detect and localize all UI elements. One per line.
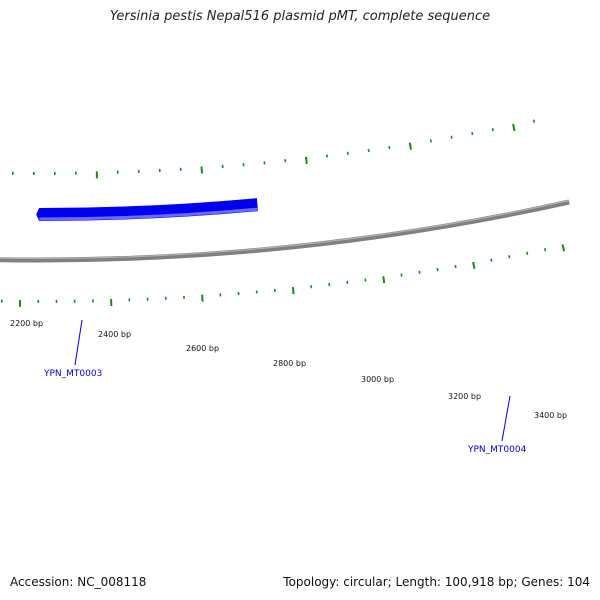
outer-ticks-tick	[508, 255, 511, 259]
scale-label: 2600 bp	[186, 344, 219, 353]
outer-ticks-tick	[526, 251, 529, 255]
outer-ticks-tick	[201, 294, 204, 302]
inner-ticks-tick	[450, 135, 453, 139]
gene-arrow-1[interactable]	[36, 198, 259, 221]
gene-arrows	[36, 198, 259, 221]
scale-label: 3200 bp	[448, 392, 481, 401]
gene-labels: YPN_MT0003 YPN_MT0004	[43, 319, 527, 455]
inner-ticks-tick	[367, 148, 370, 153]
inner-ticks-tick	[200, 166, 203, 174]
scale-label: 2200 bp	[10, 319, 43, 328]
outer-ticks-tick	[472, 261, 476, 269]
topology-summary: Topology: circular; Length: 100,918 bp; …	[283, 575, 590, 589]
outer-ticks-tick	[490, 258, 493, 262]
scale-label: 2400 bp	[98, 330, 131, 339]
outer-ticks-tick	[544, 248, 547, 252]
map-title: Yersinia pestis Nepal516 plasmid pMT, co…	[109, 9, 491, 24]
outer-ticks-tick	[561, 244, 566, 252]
gene-label-leader	[501, 395, 511, 442]
sequence-backbone	[0, 199, 570, 263]
gene-label-leader	[74, 319, 83, 366]
outer-ticks-tick	[418, 270, 421, 274]
scale-label: 2800 bp	[273, 359, 306, 368]
outer-ticks-tick	[291, 287, 295, 295]
inner-feature-ticks	[12, 119, 536, 179]
gene-label-ypn_mt0004[interactable]: YPN_MT0004	[467, 445, 527, 455]
inner-ticks-tick	[471, 131, 474, 136]
outer-ticks-tick	[436, 267, 439, 272]
outer-feature-ticks	[0, 244, 566, 307]
outer-ticks-tick	[454, 264, 457, 269]
inner-ticks-tick	[429, 139, 432, 143]
gene-arrow-highlight-1	[39, 207, 259, 221]
gene-label-ypn_mt0003[interactable]: YPN_MT0003	[43, 369, 102, 379]
inner-ticks-tick	[305, 156, 308, 165]
scale-label: 3400 bp	[534, 411, 567, 420]
inner-ticks-tick	[512, 123, 516, 132]
scale-label: 3000 bp	[361, 375, 394, 384]
inner-ticks-tick	[532, 119, 536, 123]
scale-labels: 2200 bp 2400 bp 2600 bp 2800 bp 3000 bp 3200 …	[10, 319, 567, 420]
inner-ticks-tick	[491, 127, 494, 132]
inner-ticks-tick	[408, 142, 412, 150]
accession-label: Accession: NC_008118	[10, 575, 147, 589]
outer-ticks-tick	[382, 276, 386, 284]
sequence-backbone-highlight	[0, 200, 570, 260]
